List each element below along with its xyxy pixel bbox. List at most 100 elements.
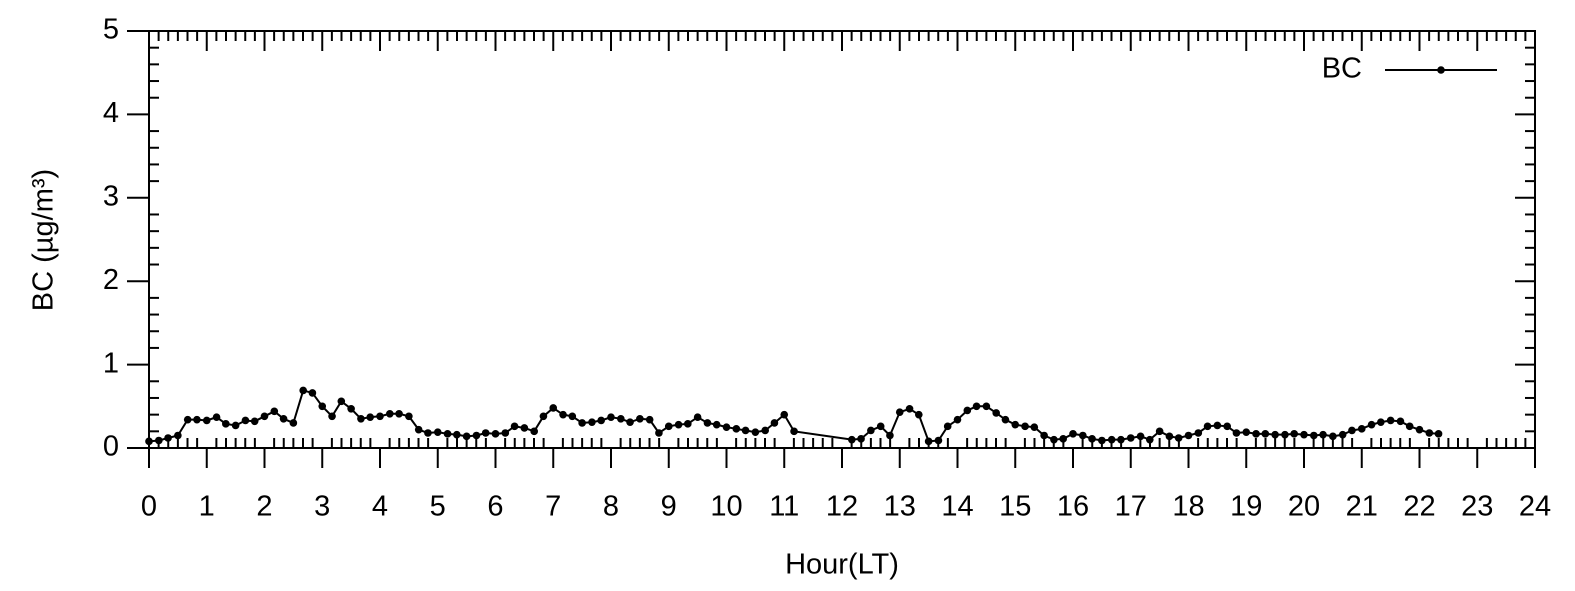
x-tick-label: 21 bbox=[1346, 491, 1378, 523]
data-point bbox=[607, 413, 615, 421]
data-point bbox=[1184, 431, 1193, 440]
x-tick-label: 4 bbox=[372, 491, 388, 523]
data-point bbox=[674, 420, 683, 429]
data-point bbox=[722, 423, 731, 431]
data-point bbox=[472, 431, 481, 440]
data-point bbox=[501, 429, 510, 437]
data-point bbox=[617, 415, 625, 423]
data-point bbox=[260, 412, 269, 421]
data-point bbox=[703, 419, 712, 427]
data-point bbox=[1223, 422, 1231, 431]
data-point bbox=[299, 386, 307, 395]
legend-marker bbox=[1437, 66, 1445, 74]
data-point bbox=[1213, 421, 1222, 430]
data-point bbox=[1310, 431, 1318, 440]
data-point bbox=[1300, 430, 1308, 439]
data-point bbox=[405, 412, 413, 421]
data-point bbox=[1425, 429, 1434, 437]
x-tick-label: 18 bbox=[1172, 491, 1204, 523]
data-point bbox=[549, 404, 558, 412]
data-point bbox=[1396, 417, 1405, 426]
data-point bbox=[539, 412, 548, 421]
data-point bbox=[1098, 436, 1106, 445]
x-tick-label: 17 bbox=[1115, 491, 1147, 523]
data-point bbox=[1117, 435, 1125, 444]
data-point bbox=[155, 436, 163, 445]
data-point bbox=[1348, 426, 1356, 435]
data-point bbox=[318, 402, 327, 411]
legend-label: BC bbox=[1322, 53, 1362, 85]
data-point bbox=[395, 410, 403, 418]
data-point bbox=[1338, 430, 1347, 439]
data-point bbox=[491, 430, 500, 438]
x-tick-label: 14 bbox=[941, 491, 973, 523]
data-point bbox=[231, 421, 240, 430]
data-point bbox=[1377, 418, 1385, 426]
data-line bbox=[148, 389, 1439, 443]
data-point bbox=[645, 415, 654, 424]
data-point bbox=[972, 402, 981, 411]
data-point bbox=[1011, 420, 1020, 429]
x-tick-label: 19 bbox=[1230, 491, 1262, 523]
data-point bbox=[915, 410, 923, 419]
data-point bbox=[597, 416, 605, 425]
x-tick-label: 3 bbox=[314, 491, 330, 523]
x-tick-label: 22 bbox=[1403, 491, 1435, 523]
data-point bbox=[992, 409, 1000, 417]
data-point bbox=[1059, 435, 1067, 443]
data-point bbox=[953, 415, 962, 424]
x-tick-label: 10 bbox=[710, 491, 742, 523]
data-point bbox=[684, 420, 692, 428]
data-point bbox=[1232, 429, 1241, 437]
data-point bbox=[289, 419, 298, 427]
data-point bbox=[145, 437, 153, 446]
data-point bbox=[790, 427, 798, 436]
data-point bbox=[212, 413, 221, 421]
y-tick-label: 4 bbox=[103, 97, 119, 129]
data-point bbox=[174, 431, 182, 440]
x-tick-label: 0 bbox=[141, 491, 157, 523]
x-tick-label: 5 bbox=[430, 491, 446, 523]
data-point bbox=[1088, 435, 1096, 443]
data-point bbox=[741, 426, 750, 435]
data-point bbox=[1281, 430, 1289, 439]
data-point bbox=[1107, 435, 1116, 444]
data-point bbox=[443, 430, 452, 438]
data-point bbox=[1136, 432, 1145, 441]
y-tick-label: 0 bbox=[103, 431, 119, 463]
data-point bbox=[164, 434, 172, 442]
data-point bbox=[1021, 422, 1029, 431]
data-point bbox=[780, 410, 789, 419]
data-point bbox=[328, 412, 336, 421]
data-point bbox=[712, 420, 721, 429]
data-point bbox=[1069, 430, 1077, 438]
data-point bbox=[453, 430, 461, 439]
x-tick-label: 9 bbox=[661, 491, 677, 523]
data-point bbox=[924, 437, 933, 446]
data-point bbox=[1367, 420, 1376, 429]
data-point bbox=[386, 410, 394, 418]
data-point bbox=[1079, 431, 1087, 440]
data-point bbox=[770, 419, 779, 427]
data-point bbox=[732, 425, 741, 433]
data-point bbox=[1319, 430, 1327, 439]
data-point bbox=[250, 417, 259, 426]
data-point bbox=[1434, 430, 1443, 438]
x-tick-label: 24 bbox=[1519, 491, 1551, 523]
data-point bbox=[1357, 425, 1366, 433]
x-tick-label: 11 bbox=[769, 491, 799, 523]
data-point bbox=[462, 432, 471, 441]
data-point bbox=[1405, 422, 1414, 431]
x-tick-label: 12 bbox=[826, 491, 858, 523]
data-point bbox=[1252, 430, 1260, 438]
data-point bbox=[183, 415, 192, 424]
data-point bbox=[222, 420, 230, 428]
data-point bbox=[934, 436, 943, 445]
data-point bbox=[1415, 425, 1424, 434]
data-point bbox=[1050, 435, 1058, 444]
data-point bbox=[905, 405, 914, 413]
x-tick-label: 15 bbox=[999, 491, 1031, 523]
data-point bbox=[655, 429, 663, 437]
data-point bbox=[433, 428, 442, 436]
